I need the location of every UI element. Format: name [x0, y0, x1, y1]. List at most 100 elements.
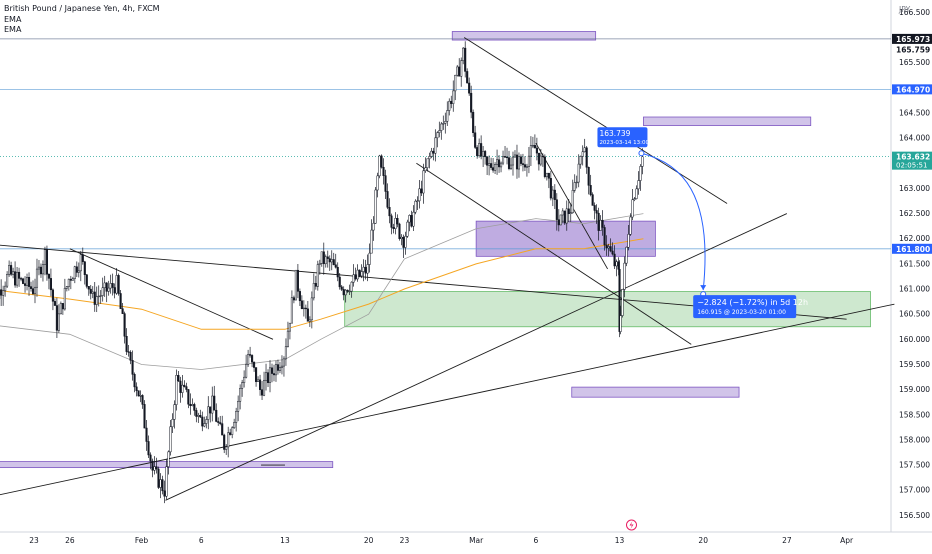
candle [300, 300, 303, 310]
candle [569, 212, 572, 214]
candle [197, 414, 200, 417]
candle [418, 188, 421, 202]
candle [159, 479, 162, 488]
candle [165, 466, 168, 497]
candle [276, 364, 280, 371]
candle [103, 282, 106, 289]
price-tick-label: 166.500 [899, 8, 930, 17]
candle [97, 295, 100, 298]
currency-label: JPY [898, 5, 911, 14]
candle [366, 264, 369, 274]
candle [37, 266, 41, 270]
candle [155, 466, 158, 470]
candle [593, 205, 596, 211]
price-tick-label: 158.000 [899, 435, 930, 444]
candle [597, 212, 600, 231]
candle [69, 278, 72, 281]
candle [274, 364, 278, 376]
candle [472, 111, 475, 134]
candle [302, 307, 305, 310]
zone-0 [451, 31, 597, 41]
price-tick-label: 165.500 [899, 58, 930, 67]
candle [609, 246, 612, 252]
price-tick-label: 160.000 [899, 335, 930, 344]
candle [541, 155, 544, 158]
candle [81, 254, 84, 262]
candle [259, 379, 262, 390]
candle [611, 250, 614, 255]
candle [16, 271, 19, 286]
candle [581, 151, 584, 157]
candle [573, 182, 576, 191]
candle [466, 71, 469, 84]
candle [73, 266, 76, 279]
projection-end-box [693, 295, 797, 319]
trend-line-2 [165, 213, 788, 501]
candle [268, 367, 272, 383]
current-price-label-box [892, 151, 932, 170]
candle [486, 156, 489, 166]
candle [350, 281, 353, 292]
candle [342, 289, 345, 296]
candle [599, 219, 602, 231]
candle [237, 400, 240, 412]
candle [412, 211, 415, 227]
candle [119, 293, 122, 309]
candle [513, 154, 517, 158]
candle [43, 249, 47, 265]
candle [225, 446, 228, 450]
time-axis[interactable]: 23 26 Feb 6 13 20 23 Mar 6 13 20 27 Apr [29, 519, 854, 545]
projection-arrow [700, 285, 707, 291]
candle [79, 254, 82, 272]
candle [191, 404, 194, 407]
symbol-title[interactable]: British Pound / Japanese Yen, 4h, FXCM [4, 4, 160, 13]
candle [4, 285, 7, 291]
indicator-ema-1[interactable]: EMA [4, 14, 22, 24]
candle [535, 147, 538, 154]
candle [583, 147, 586, 153]
indicator-ema-2[interactable]: EMA [4, 25, 22, 34]
price-tick-label: 159.000 [899, 385, 930, 394]
price-axis[interactable]: 166.500166.000165.500165.000164.500164.0… [892, 5, 932, 520]
candle [374, 189, 377, 224]
candle [420, 188, 423, 194]
candle [499, 162, 503, 168]
candle [171, 419, 174, 428]
candle [61, 303, 64, 310]
candle [113, 287, 116, 294]
time-tick-label: 23 [400, 536, 410, 545]
candle [209, 406, 212, 414]
candle [187, 389, 190, 405]
zone-3 [571, 386, 740, 398]
candle [255, 367, 258, 382]
trend-line-5 [416, 162, 692, 345]
candle [424, 167, 427, 172]
candle [470, 92, 473, 113]
time-tick-label: 27 [782, 536, 792, 545]
projection-start-price: 163.739 [599, 129, 630, 138]
candle [503, 156, 507, 158]
candle [14, 271, 17, 286]
candle [396, 218, 399, 225]
candle [591, 194, 594, 206]
candle [288, 322, 291, 332]
candle [41, 264, 45, 275]
time-tick-label: 20 [698, 536, 708, 545]
candle [87, 286, 90, 290]
candle [217, 421, 220, 423]
candle [456, 66, 459, 76]
candle [161, 479, 164, 492]
candle [595, 210, 598, 214]
candle [565, 208, 568, 224]
candle [318, 263, 321, 265]
candle [95, 296, 98, 305]
candle [201, 416, 204, 427]
candle [85, 274, 88, 287]
candle [245, 364, 248, 378]
candle [270, 367, 274, 374]
candle [460, 60, 463, 77]
candle [221, 423, 224, 436]
candle [490, 163, 493, 168]
